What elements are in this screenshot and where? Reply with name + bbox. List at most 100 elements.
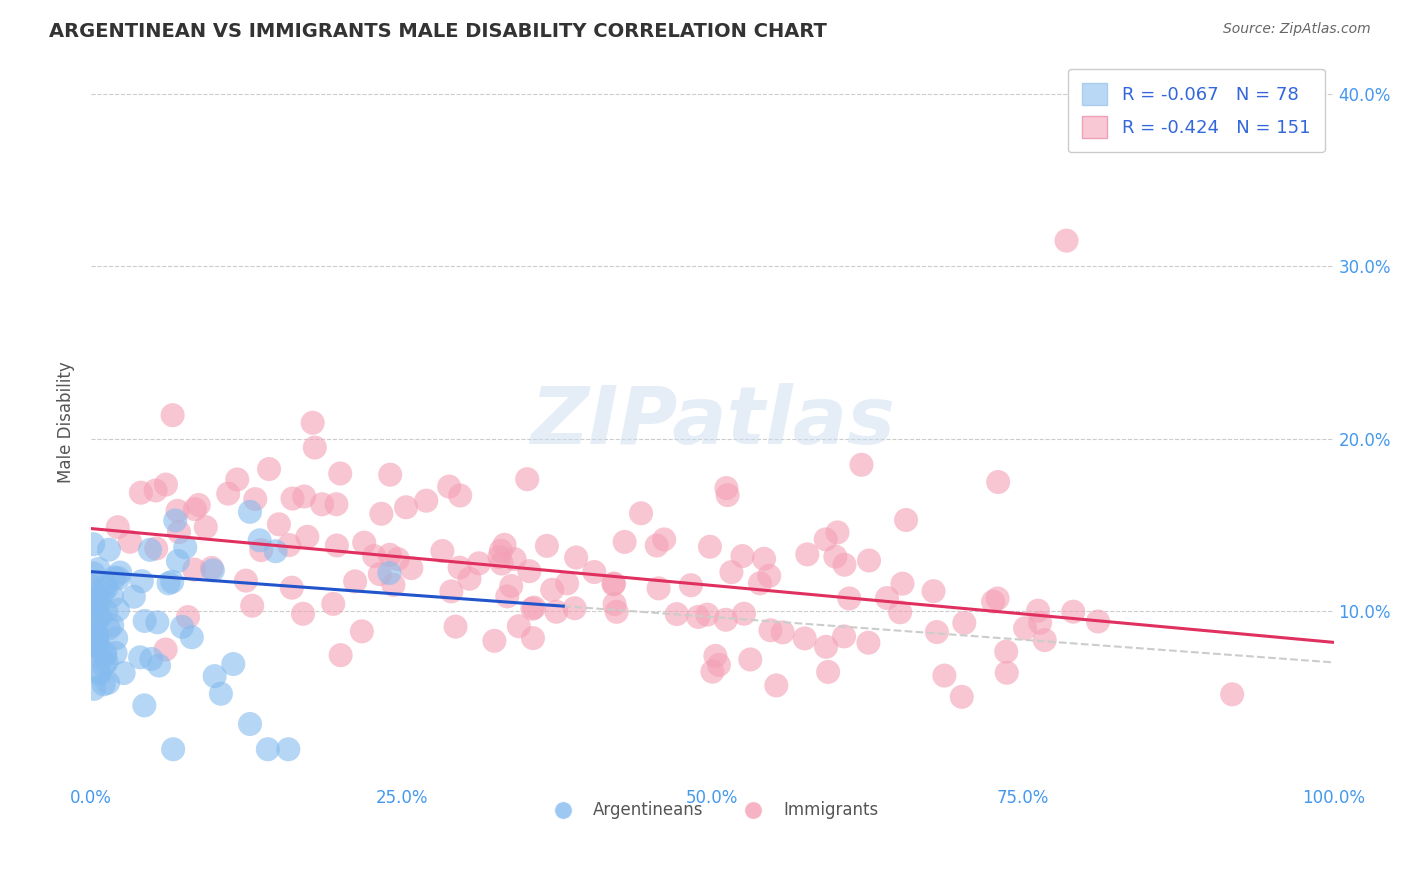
Point: [603, 597, 626, 611]
Point: [380, 467, 402, 482]
Point: [84, 592, 107, 607]
Point: [696, 607, 718, 622]
Point: [80, 639, 103, 653]
Point: [93, 677, 115, 691]
Point: [157, 576, 180, 591]
Point: [82, 643, 104, 657]
Point: [838, 591, 860, 606]
Point: [772, 625, 794, 640]
Point: [449, 560, 471, 574]
Point: [491, 557, 513, 571]
Point: [749, 576, 772, 591]
Legend: Argentineans, Immigrants: Argentineans, Immigrants: [540, 795, 886, 826]
Point: [717, 488, 740, 502]
Point: [187, 498, 209, 512]
Point: [122, 590, 145, 604]
Point: [84, 639, 107, 653]
Point: [1062, 605, 1084, 619]
Point: [264, 544, 287, 558]
Point: [1033, 633, 1056, 648]
Point: [796, 548, 818, 562]
Point: [96, 655, 118, 669]
Point: [522, 601, 544, 615]
Point: [277, 742, 299, 756]
Point: [645, 539, 668, 553]
Point: [80, 615, 103, 629]
Point: [267, 517, 290, 532]
Point: [834, 558, 856, 572]
Point: [101, 589, 124, 603]
Point: [245, 492, 267, 507]
Point: [239, 505, 262, 519]
Point: [370, 507, 392, 521]
Point: [107, 520, 129, 534]
Point: [523, 600, 546, 615]
Point: [204, 669, 226, 683]
Point: [235, 574, 257, 588]
Point: [432, 544, 454, 558]
Point: [378, 548, 401, 562]
Point: [501, 579, 523, 593]
Point: [129, 650, 152, 665]
Point: [325, 497, 347, 511]
Point: [103, 571, 125, 585]
Text: ZIPatlas: ZIPatlas: [530, 383, 894, 460]
Point: [494, 538, 516, 552]
Point: [824, 549, 846, 564]
Point: [953, 615, 976, 630]
Point: [97, 622, 120, 636]
Point: [256, 742, 278, 756]
Point: [546, 605, 568, 619]
Point: [387, 552, 409, 566]
Point: [281, 491, 304, 506]
Point: [162, 742, 184, 756]
Point: [583, 565, 606, 579]
Point: [80, 579, 103, 593]
Point: [934, 668, 956, 682]
Point: [714, 613, 737, 627]
Point: [101, 618, 124, 632]
Point: [249, 533, 271, 548]
Point: [94, 578, 117, 592]
Point: [311, 497, 333, 511]
Point: [363, 549, 385, 563]
Point: [652, 533, 675, 547]
Point: [858, 553, 880, 567]
Point: [765, 678, 787, 692]
Point: [83, 597, 105, 611]
Point: [484, 633, 506, 648]
Point: [350, 624, 373, 639]
Point: [353, 535, 375, 549]
Point: [297, 530, 319, 544]
Point: [91, 585, 114, 599]
Point: [250, 543, 273, 558]
Point: [86, 599, 108, 614]
Point: [86, 634, 108, 648]
Point: [83, 681, 105, 696]
Point: [97, 675, 120, 690]
Point: [105, 631, 128, 645]
Point: [458, 572, 481, 586]
Point: [96, 582, 118, 596]
Point: [468, 556, 491, 570]
Point: [815, 640, 838, 654]
Point: [950, 690, 973, 704]
Point: [108, 566, 131, 580]
Point: [368, 567, 391, 582]
Point: [145, 483, 167, 498]
Point: [222, 657, 245, 671]
Point: [83, 566, 105, 581]
Point: [981, 594, 1004, 608]
Point: [82, 600, 104, 615]
Point: [613, 534, 636, 549]
Point: [702, 665, 724, 679]
Point: [519, 564, 541, 578]
Point: [489, 543, 512, 558]
Point: [603, 576, 626, 591]
Point: [1087, 615, 1109, 629]
Point: [922, 584, 945, 599]
Point: [516, 472, 538, 486]
Point: [97, 542, 120, 557]
Point: [987, 475, 1010, 489]
Point: [134, 698, 156, 713]
